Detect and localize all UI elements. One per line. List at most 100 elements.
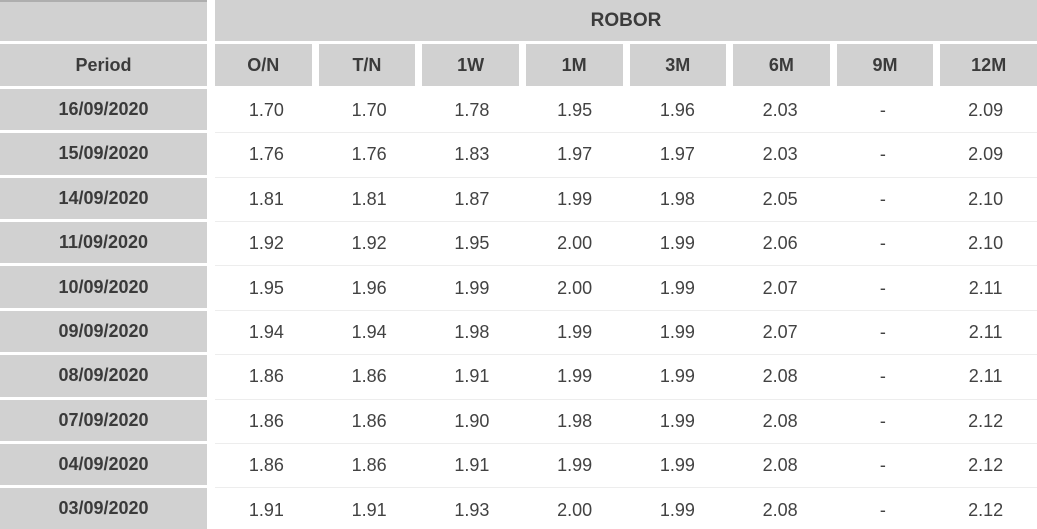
rate-cell: 1.99 — [626, 488, 729, 529]
rate-cell: 1.81 — [317, 177, 421, 222]
table-row: 14/09/2020 1.81 1.81 1.87 1.99 1.98 2.05… — [0, 177, 1037, 222]
column-gap — [207, 399, 215, 444]
rate-cell: 1.76 — [317, 133, 421, 178]
rate-cell: - — [831, 177, 935, 222]
rate-cell: 2.12 — [934, 443, 1037, 489]
rate-cell: 1.95 — [523, 88, 626, 134]
rate-cell: 2.12 — [934, 488, 1037, 529]
rate-cell: 2.10 — [934, 177, 1037, 222]
date-cell: 07/09/2020 — [0, 399, 207, 444]
rate-cell: 1.95 — [215, 266, 318, 311]
tenor-header-1w: 1W — [422, 44, 526, 89]
rate-cell: - — [831, 133, 935, 178]
rate-cell: 2.05 — [728, 177, 832, 222]
column-gap — [207, 266, 215, 311]
date-cell: 15/09/2020 — [0, 133, 207, 178]
table-row: 15/09/2020 1.76 1.76 1.83 1.97 1.97 2.03… — [0, 133, 1037, 178]
table-row: 09/09/2020 1.94 1.94 1.98 1.99 1.99 2.07… — [0, 310, 1037, 356]
rate-cell: - — [831, 266, 935, 311]
rate-cell: 1.95 — [420, 221, 524, 267]
rate-cell: 1.98 — [420, 310, 524, 356]
column-gap — [207, 355, 215, 400]
rate-cell: 2.08 — [728, 355, 832, 400]
column-gap — [207, 488, 215, 529]
rate-cell: 1.98 — [523, 399, 626, 444]
rate-cell: - — [831, 488, 935, 529]
table-row: 07/09/2020 1.86 1.86 1.90 1.98 1.99 2.08… — [0, 399, 1037, 444]
rate-cell: 1.96 — [626, 88, 729, 134]
rate-cell: 2.09 — [934, 88, 1037, 134]
column-gap — [207, 443, 215, 489]
column-gap — [207, 88, 215, 134]
rate-cell: 1.94 — [317, 310, 421, 356]
corner-cell — [0, 0, 207, 45]
rate-cell: 1.86 — [215, 399, 318, 444]
rate-cell: 1.70 — [317, 88, 421, 134]
tenor-header-3m: 3M — [629, 44, 734, 89]
rate-cell: 1.99 — [523, 355, 626, 400]
rate-cell: 1.99 — [626, 399, 729, 444]
rate-cell: 2.08 — [728, 399, 832, 444]
tenor-header-tn: T/N — [318, 44, 423, 89]
table-row: 08/09/2020 1.86 1.86 1.91 1.99 1.99 2.08… — [0, 355, 1037, 400]
rate-cell: 1.86 — [215, 355, 318, 400]
rate-cell: 1.81 — [215, 177, 318, 222]
rate-cell: - — [831, 399, 935, 444]
date-cell: 11/09/2020 — [0, 221, 207, 267]
date-cell: 09/09/2020 — [0, 310, 207, 356]
rate-cell: 2.07 — [728, 310, 832, 356]
rate-cell: 1.98 — [626, 177, 729, 222]
group-header-row: ROBOR — [0, 0, 1037, 45]
rate-cell: - — [831, 88, 935, 134]
date-cell: 14/09/2020 — [0, 177, 207, 222]
rate-cell: 1.99 — [626, 443, 729, 489]
tenor-header-9m: 9M — [836, 44, 941, 89]
column-gap — [207, 221, 215, 267]
rate-cell: 1.92 — [215, 221, 318, 267]
rate-cell: 2.00 — [523, 221, 626, 267]
rate-cell: 1.93 — [420, 488, 524, 529]
rate-cell: 1.86 — [317, 355, 421, 400]
date-cell: 16/09/2020 — [0, 88, 207, 134]
rate-cell: 1.86 — [317, 443, 421, 489]
rate-cell: 1.99 — [626, 355, 729, 400]
rate-cell: 2.00 — [523, 266, 626, 311]
date-cell: 03/09/2020 — [0, 488, 207, 529]
rate-cell: 1.99 — [626, 221, 729, 267]
rate-cell: 1.87 — [420, 177, 524, 222]
tenor-header-1m: 1M — [525, 44, 630, 89]
rate-cell: 1.99 — [420, 266, 524, 311]
table-row: 04/09/2020 1.86 1.86 1.91 1.99 1.99 2.08… — [0, 443, 1037, 489]
tenor-header-6m: 6M — [733, 44, 837, 89]
date-cell: 04/09/2020 — [0, 443, 207, 489]
rate-cell: 2.11 — [934, 266, 1037, 311]
rate-cell: 2.09 — [934, 133, 1037, 178]
rate-cell: 2.07 — [728, 266, 832, 311]
rate-cell: 2.12 — [934, 399, 1037, 444]
rate-cell: 1.97 — [523, 133, 626, 178]
table-row: 16/09/2020 1.70 1.70 1.78 1.95 1.96 2.03… — [0, 88, 1037, 134]
rate-cell: 1.99 — [626, 266, 729, 311]
rate-cell: - — [831, 310, 935, 356]
rate-cell: 1.99 — [523, 177, 626, 222]
rate-cell: 1.91 — [317, 488, 421, 529]
table-row: 03/09/2020 1.91 1.91 1.93 2.00 1.99 2.08… — [0, 488, 1037, 529]
date-cell: 10/09/2020 — [0, 266, 207, 311]
rate-cell: 2.10 — [934, 221, 1037, 267]
rate-cell: 1.99 — [626, 310, 729, 356]
rate-cell: 1.91 — [420, 443, 524, 489]
rate-cell: 1.94 — [215, 310, 318, 356]
rate-cell: 2.00 — [523, 488, 626, 529]
rate-cell: 1.99 — [523, 443, 626, 489]
rate-cell: 1.86 — [215, 443, 318, 489]
rate-cell: 2.08 — [728, 488, 832, 529]
column-header-row: Period O/N T/N 1W 1M 3M 6M 9M 12M — [0, 44, 1037, 89]
robor-group-header: ROBOR — [215, 0, 1037, 45]
rate-cell: 1.90 — [420, 399, 524, 444]
rate-cell: - — [831, 355, 935, 400]
tenor-header-on: O/N — [215, 44, 319, 89]
rate-cell: 1.76 — [215, 133, 318, 178]
rate-cell: 1.99 — [523, 310, 626, 356]
date-cell: 08/09/2020 — [0, 355, 207, 400]
rate-cell: 1.83 — [420, 133, 524, 178]
